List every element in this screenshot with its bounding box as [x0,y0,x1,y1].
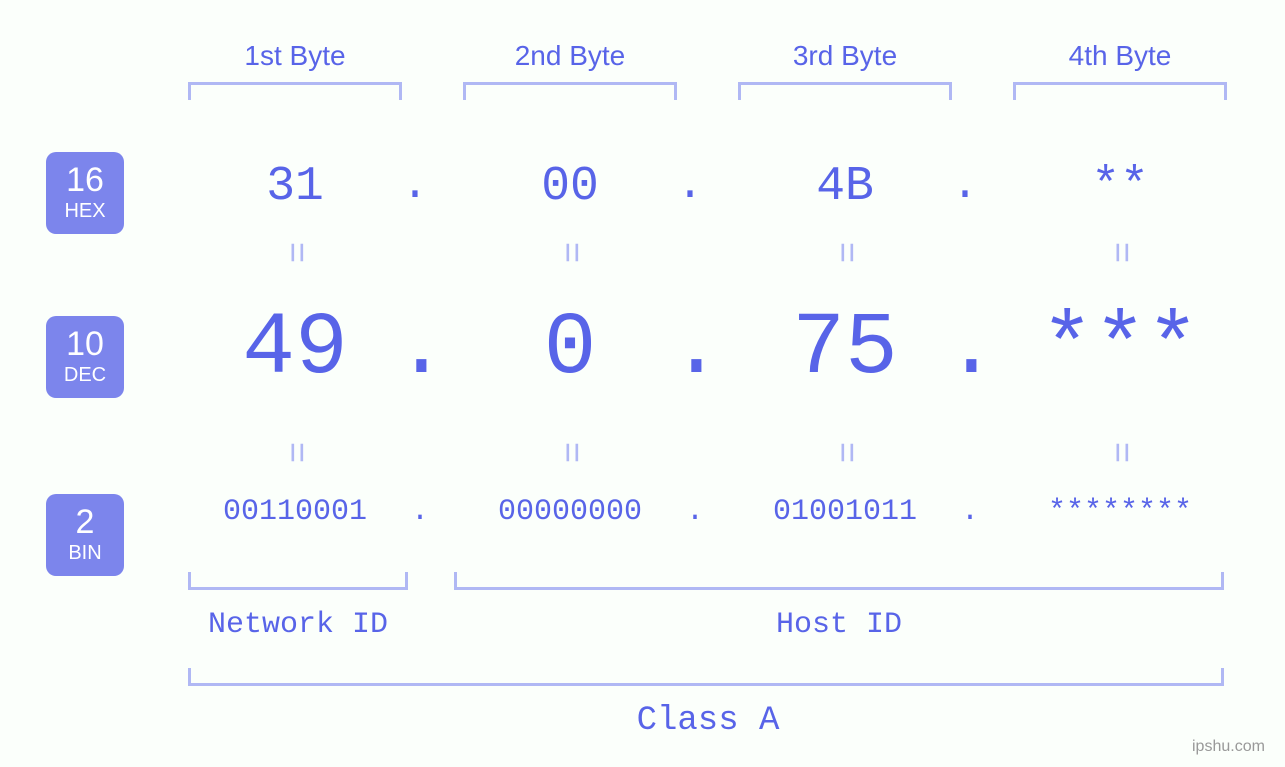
hex-byte-3: 4B [730,160,960,214]
eq-1-4: = [1100,223,1141,283]
host-bracket [454,572,1224,590]
hex-byte-4: ** [1005,160,1235,214]
byte-header-2: 2nd Byte [455,40,685,72]
dec-byte-3: 75 [730,300,960,399]
eq-2-4: = [1100,423,1141,483]
bin-byte-2: 00000000 [440,495,700,529]
top-bracket-4 [1013,82,1227,100]
watermark: ipshu.com [1192,738,1265,756]
bin-byte-3: 01001011 [715,495,975,529]
dec-byte-2: 0 [455,300,685,399]
bin-dot-1: . [400,495,440,529]
bin-dot-3: . [950,495,990,529]
eq-2-2: = [550,423,591,483]
hex-byte-1: 31 [180,160,410,214]
eq-1-3: = [825,223,866,283]
network-bracket [188,572,408,590]
base-label-bin: BIN [68,541,101,565]
eq-2-3: = [825,423,866,483]
base-num-bin: 2 [76,505,95,539]
ip-diagram: 1st Byte 2nd Byte 3rd Byte 4th Byte 16 H… [0,0,1285,767]
eq-1-1: = [275,223,316,283]
bin-byte-4: ******** [990,495,1250,529]
base-num-dec: 10 [66,327,104,361]
hex-byte-2: 00 [455,160,685,214]
class-bracket [188,668,1224,686]
dec-dot-2: . [670,300,710,399]
eq-2-1: = [275,423,316,483]
byte-header-1: 1st Byte [180,40,410,72]
bin-dot-2: . [675,495,715,529]
dec-dot-3: . [945,300,985,399]
dec-byte-1: 49 [180,300,410,399]
base-label-dec: DEC [64,363,106,387]
top-bracket-1 [188,82,402,100]
eq-1-2: = [550,223,591,283]
dec-byte-4: *** [1005,300,1235,399]
class-label: Class A [208,702,1208,740]
base-num-hex: 16 [66,163,104,197]
dec-dot-1: . [395,300,435,399]
network-id-label: Network ID [188,608,408,642]
base-badge-bin: 2 BIN [46,494,124,576]
top-bracket-3 [738,82,952,100]
byte-header-4: 4th Byte [1005,40,1235,72]
base-badge-hex: 16 HEX [46,152,124,234]
hex-dot-3: . [945,160,985,211]
base-label-hex: HEX [64,199,105,223]
bin-byte-1: 00110001 [165,495,425,529]
hex-dot-1: . [395,160,435,211]
hex-dot-2: . [670,160,710,211]
byte-header-3: 3rd Byte [730,40,960,72]
top-bracket-2 [463,82,677,100]
base-badge-dec: 10 DEC [46,316,124,398]
host-id-label: Host ID [454,608,1224,642]
